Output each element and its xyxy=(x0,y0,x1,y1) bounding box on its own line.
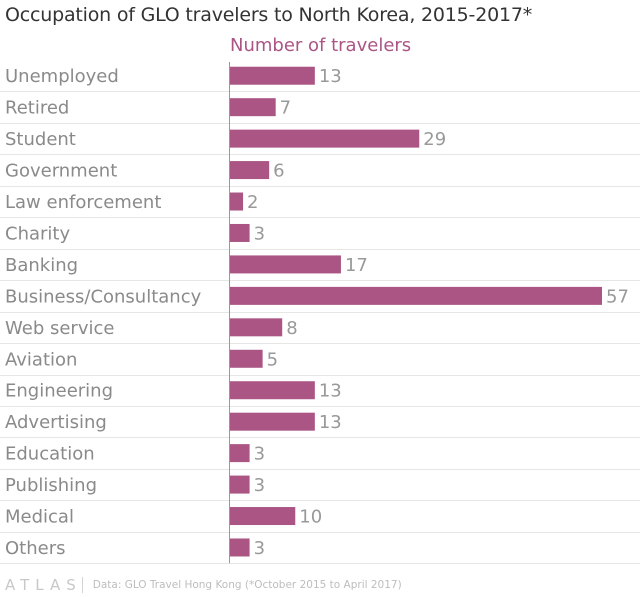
value-label: 2 xyxy=(247,192,258,213)
category-label: Law enforcement xyxy=(5,192,161,213)
category-label: Banking xyxy=(5,255,78,276)
bar xyxy=(230,349,263,368)
category-label: Government xyxy=(5,161,117,182)
value-label: 3 xyxy=(254,475,265,496)
value-label: 17 xyxy=(345,255,368,276)
bar xyxy=(230,223,250,242)
value-label: 10 xyxy=(299,507,322,528)
bar xyxy=(230,412,315,431)
bar xyxy=(230,161,270,180)
footer-divider xyxy=(81,577,83,593)
bar xyxy=(230,192,244,211)
value-label: 5 xyxy=(267,349,278,370)
category-labels: Unemployed Retired Student Government Law en… xyxy=(5,66,202,559)
chart-title: Occupation of GLO travelers to North Kor… xyxy=(5,4,533,26)
bar xyxy=(230,129,420,148)
category-label: Engineering xyxy=(5,381,113,402)
value-label: 3 xyxy=(254,223,265,244)
bar xyxy=(230,286,602,305)
bar xyxy=(230,318,283,337)
value-label: 7 xyxy=(280,98,291,119)
value-label: 13 xyxy=(319,381,342,402)
bar xyxy=(230,444,250,463)
category-label: Aviation xyxy=(5,349,77,370)
footer: ATLAS Data: GLO Travel Hong Kong (*Octob… xyxy=(5,576,402,594)
source-note: Data: GLO Travel Hong Kong (*October 201… xyxy=(92,579,402,591)
value-labels: 13 7 29 62 3 17 57 85 13 13 3 3 10 3 xyxy=(247,66,629,559)
category-label: Student xyxy=(5,129,76,150)
bars xyxy=(230,66,602,557)
value-label: 8 xyxy=(286,318,297,339)
value-label: 29 xyxy=(423,129,446,150)
bar xyxy=(230,538,250,557)
bar xyxy=(230,255,341,274)
bar xyxy=(230,98,276,117)
category-label: Education xyxy=(5,444,95,465)
bar xyxy=(230,66,315,85)
atlas-logo: ATLAS xyxy=(5,576,82,594)
bar xyxy=(230,381,315,400)
category-label: Web service xyxy=(5,318,114,339)
value-label: 6 xyxy=(273,161,284,182)
category-label: Publishing xyxy=(5,475,97,496)
category-label: Retired xyxy=(5,98,69,119)
category-label: Medical xyxy=(5,507,74,528)
category-label: Business/Consultancy xyxy=(5,286,202,307)
series-label: Number of travelers xyxy=(230,35,411,56)
category-label: Unemployed xyxy=(5,66,119,87)
value-label: 57 xyxy=(606,286,629,307)
gridlines xyxy=(0,91,640,564)
category-label: Charity xyxy=(5,223,70,244)
value-label: 3 xyxy=(254,444,265,465)
bar xyxy=(230,475,250,494)
category-label: Others xyxy=(5,538,66,559)
value-label: 13 xyxy=(319,412,342,433)
category-label: Advertising xyxy=(5,412,107,433)
value-label: 13 xyxy=(319,66,342,87)
value-label: 3 xyxy=(254,538,265,559)
bar xyxy=(230,507,296,526)
